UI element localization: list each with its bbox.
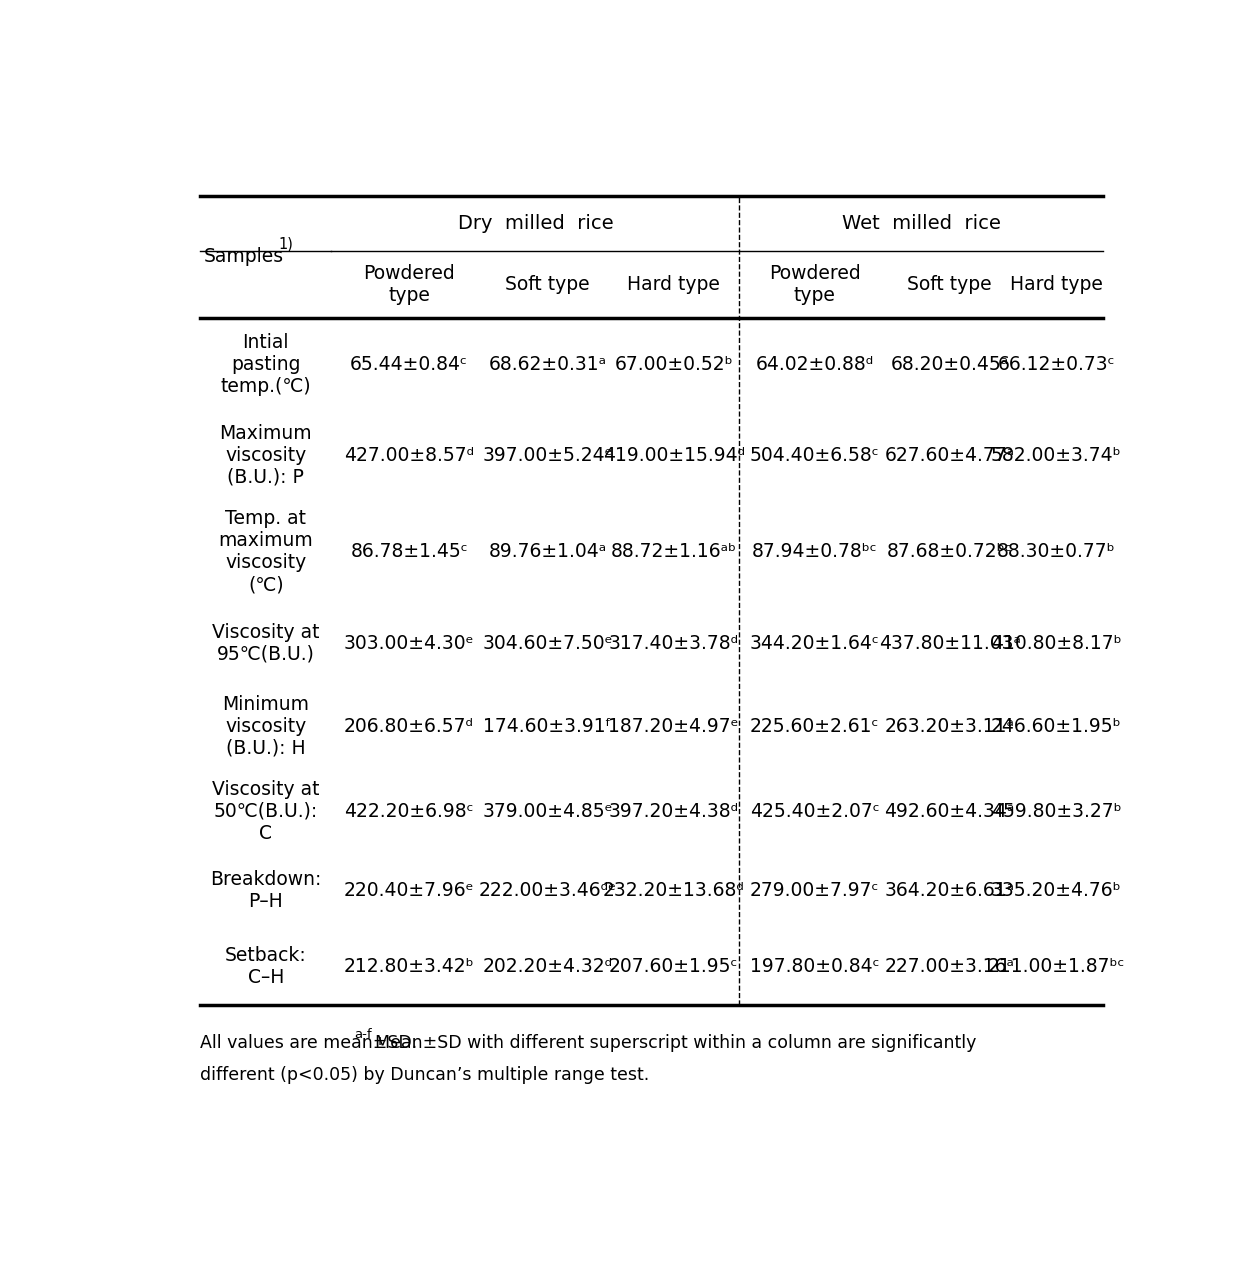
Text: Hard type: Hard type	[628, 275, 720, 294]
Text: 425.40±2.07ᶜ: 425.40±2.07ᶜ	[749, 801, 880, 820]
Text: 317.40±3.78ᵈ: 317.40±3.78ᵈ	[609, 634, 739, 653]
Text: 422.20±6.98ᶜ: 422.20±6.98ᶜ	[345, 801, 474, 820]
Text: Samples: Samples	[204, 247, 284, 266]
Text: Mean±SD with different superscript within a column are significantly: Mean±SD with different superscript withi…	[375, 1034, 976, 1052]
Text: Wet  milled  rice: Wet milled rice	[842, 214, 1001, 233]
Text: 227.00±3.16ᵃ: 227.00±3.16ᵃ	[885, 957, 1015, 976]
Text: Viscosity at
50℃(B.U.):
C: Viscosity at 50℃(B.U.): C	[212, 780, 320, 843]
Text: 504.40±6.58ᶜ: 504.40±6.58ᶜ	[749, 446, 880, 465]
Text: 220.40±7.96ᵉ: 220.40±7.96ᵉ	[343, 881, 475, 900]
Text: 86.78±1.45ᶜ: 86.78±1.45ᶜ	[351, 542, 467, 561]
Text: 364.20±6.61ᵃ: 364.20±6.61ᵃ	[885, 881, 1015, 900]
Text: Maximum
viscosity
(B.U.): P: Maximum viscosity (B.U.): P	[219, 424, 312, 486]
Text: Powdered
type: Powdered type	[768, 265, 861, 305]
Text: 89.76±1.04ᵃ: 89.76±1.04ᵃ	[489, 542, 606, 561]
Text: 88.72±1.16ᵃᵇ: 88.72±1.16ᵃᵇ	[610, 542, 737, 561]
Text: different (p<0.05) by Duncan’s multiple range test.: different (p<0.05) by Duncan’s multiple …	[200, 1066, 649, 1084]
Text: Dry  milled  rice: Dry milled rice	[457, 214, 613, 233]
Text: 206.80±6.57ᵈ: 206.80±6.57ᵈ	[345, 717, 474, 736]
Text: All values are mean±SD.: All values are mean±SD.	[200, 1034, 424, 1052]
Text: 582.00±3.74ᵇ: 582.00±3.74ᵇ	[991, 446, 1121, 465]
Text: Breakdown:
P–H: Breakdown: P–H	[211, 870, 322, 912]
Text: Soft type: Soft type	[505, 275, 590, 294]
Text: 232.20±13.68ᵈ: 232.20±13.68ᵈ	[603, 881, 744, 900]
Text: 66.12±0.73ᶜ: 66.12±0.73ᶜ	[997, 354, 1115, 373]
Text: 459.80±3.27ᵇ: 459.80±3.27ᵇ	[991, 801, 1121, 820]
Text: 174.60±3.91ᶠ: 174.60±3.91ᶠ	[484, 717, 611, 736]
Text: 68.20±0.45ᵃ: 68.20±0.45ᵃ	[891, 354, 1009, 373]
Text: 279.00±7.97ᶜ: 279.00±7.97ᶜ	[749, 881, 880, 900]
Text: 197.80±0.84ᶜ: 197.80±0.84ᶜ	[749, 957, 880, 976]
Text: 64.02±0.88ᵈ: 64.02±0.88ᵈ	[756, 354, 873, 373]
Text: 1): 1)	[278, 237, 293, 252]
Text: 222.00±3.46ᵈᵉ: 222.00±3.46ᵈᵉ	[479, 881, 616, 900]
Text: Setback:
C–H: Setback: C–H	[226, 947, 307, 987]
Text: 492.60±4.34ᵃ: 492.60±4.34ᵃ	[885, 801, 1015, 820]
Text: Soft type: Soft type	[907, 275, 992, 294]
Text: 335.20±4.76ᵇ: 335.20±4.76ᵇ	[991, 881, 1121, 900]
Text: 207.60±1.95ᶜ: 207.60±1.95ᶜ	[609, 957, 738, 976]
Text: 419.00±15.94ᵈ: 419.00±15.94ᵈ	[603, 446, 744, 465]
Text: 304.60±7.50ᵉ: 304.60±7.50ᵉ	[482, 634, 613, 653]
Text: 303.00±4.30ᵉ: 303.00±4.30ᵉ	[343, 634, 475, 653]
Text: 627.60±4.77ᵃ: 627.60±4.77ᵃ	[885, 446, 1015, 465]
Text: 225.60±2.61ᶜ: 225.60±2.61ᶜ	[749, 717, 880, 736]
Text: 202.20±4.32ᵈ: 202.20±4.32ᵈ	[482, 957, 613, 976]
Text: a-f: a-f	[353, 1028, 371, 1041]
Text: 211.00±1.87ᵇᶜ: 211.00±1.87ᵇᶜ	[987, 957, 1125, 976]
Text: 87.94±0.78ᵇᶜ: 87.94±0.78ᵇᶜ	[752, 542, 877, 561]
Text: 379.00±4.85ᵉ: 379.00±4.85ᵉ	[482, 801, 613, 820]
Text: 187.20±4.97ᵉ: 187.20±4.97ᵉ	[609, 717, 739, 736]
Text: 88.30±0.77ᵇ: 88.30±0.77ᵇ	[997, 542, 1115, 561]
Text: Hard type: Hard type	[1010, 275, 1103, 294]
Text: 263.20±3.11ᵃ: 263.20±3.11ᵃ	[885, 717, 1015, 736]
Text: 397.00±5.24ᵉ: 397.00±5.24ᵉ	[482, 446, 613, 465]
Text: Powdered
type: Powdered type	[363, 265, 455, 305]
Text: 68.62±0.31ᵃ: 68.62±0.31ᵃ	[489, 354, 606, 373]
Text: 246.60±1.95ᵇ: 246.60±1.95ᵇ	[991, 717, 1121, 736]
Text: 410.80±8.17ᵇ: 410.80±8.17ᵇ	[991, 634, 1121, 653]
Text: Intial
pasting
temp.(℃): Intial pasting temp.(℃)	[221, 333, 311, 396]
Text: Viscosity at
95℃(B.U.): Viscosity at 95℃(B.U.)	[212, 623, 320, 663]
Text: 344.20±1.64ᶜ: 344.20±1.64ᶜ	[749, 634, 880, 653]
Text: 212.80±3.42ᵇ: 212.80±3.42ᵇ	[343, 957, 475, 976]
Text: 87.68±0.72ᵇᶜ: 87.68±0.72ᵇᶜ	[887, 542, 1012, 561]
Text: 437.80±11.03ᵃ: 437.80±11.03ᵃ	[878, 634, 1020, 653]
Text: 65.44±0.84ᶜ: 65.44±0.84ᶜ	[350, 354, 469, 373]
Text: Minimum
viscosity
(B.U.): H: Minimum viscosity (B.U.): H	[222, 695, 309, 757]
Text: 427.00±8.57ᵈ: 427.00±8.57ᵈ	[345, 446, 474, 465]
Text: 67.00±0.52ᵇ: 67.00±0.52ᵇ	[614, 354, 733, 373]
Text: Temp. at
maximum
viscosity
(℃): Temp. at maximum viscosity (℃)	[218, 509, 313, 594]
Text: 397.20±4.38ᵈ: 397.20±4.38ᵈ	[609, 801, 739, 820]
